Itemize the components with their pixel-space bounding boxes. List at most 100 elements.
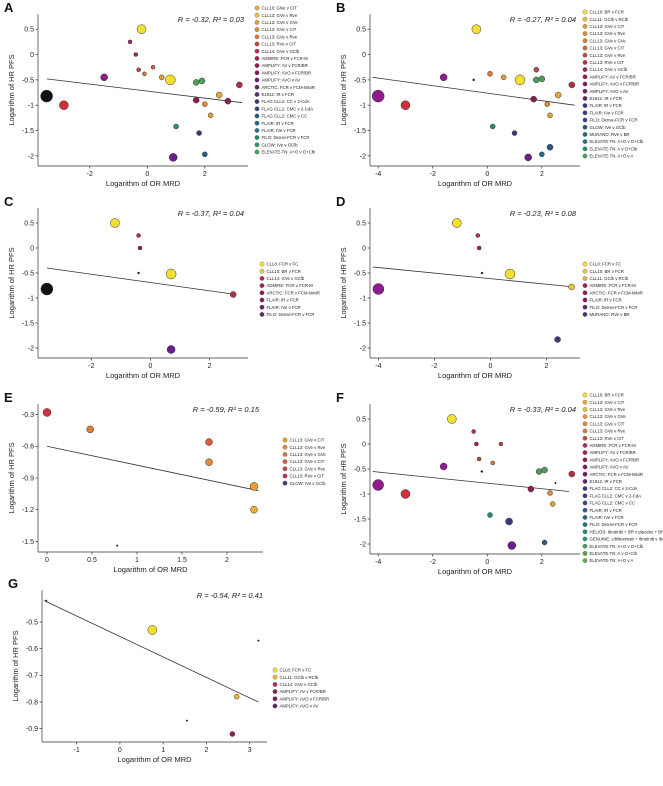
data-point — [137, 245, 143, 251]
legend-marker — [254, 12, 260, 18]
legend-label: CLL14: GVe v GClb — [280, 682, 318, 687]
data-point — [554, 336, 561, 343]
y-tick-label: -1.5 — [354, 516, 366, 523]
legend-label: ELEVATE-TN: A+O v O+Clb — [262, 150, 316, 155]
y-tick-label: -0.5 — [354, 270, 366, 277]
data-point — [150, 64, 156, 70]
y-tick-label: -0.7 — [26, 673, 38, 680]
legend-label: ARCTIC: FCR v FCM-MiniR — [590, 472, 643, 477]
data-point — [480, 271, 484, 275]
y-tick-label: -2 — [360, 345, 366, 352]
regression-line — [46, 267, 237, 295]
legend-label: ARCTIC: FCR v FCM-MiniR — [590, 290, 643, 295]
correlation-stat: R = -0.32, R² = 0.03 — [178, 15, 245, 24]
panel-letter: A — [4, 0, 14, 15]
x-tick-label: 0 — [485, 171, 489, 178]
legend-marker — [582, 110, 588, 116]
legend-marker — [282, 480, 288, 486]
data-point — [476, 456, 482, 462]
legend-marker — [272, 703, 278, 709]
data-point — [505, 517, 513, 526]
data-point — [116, 544, 119, 547]
legend-marker — [582, 132, 588, 137]
legend-label: FLAIR: IVe v FCR — [267, 305, 301, 310]
legend-marker — [582, 493, 588, 499]
legend-marker — [272, 682, 278, 687]
data-point — [524, 153, 532, 162]
data-point — [500, 74, 507, 81]
y-axis-title: Logarithm of HR PFS — [339, 247, 348, 318]
legend-label: MURANO: RVe v BR — [590, 132, 630, 137]
data-point — [480, 470, 484, 473]
data-point — [215, 91, 223, 99]
legend-marker — [582, 117, 588, 123]
y-tick-label: -1.5 — [22, 128, 34, 135]
legend-label: CLL11: GClb v RClb — [590, 276, 629, 281]
correlation-stat: R = -0.33, R² = 0.04 — [510, 405, 576, 414]
legend-marker — [582, 268, 588, 274]
data-point — [439, 73, 448, 82]
y-tick-label: -0.8 — [26, 699, 38, 706]
data-point — [40, 282, 54, 296]
legend-label: CLL8: FCR v FC — [280, 668, 312, 673]
legend-label: CLL10: GNe v CIT — [262, 6, 298, 11]
data-point — [452, 218, 462, 228]
x-tick-label: 1 — [135, 557, 139, 564]
legend-label: CLL10: BR v FCR — [267, 269, 301, 274]
legend-label: FLAG CLL2: CMC v CC — [262, 114, 308, 119]
x-tick-label: 3 — [248, 747, 252, 754]
legend-marker — [582, 9, 588, 15]
legend-label: AMPLIFY: AVO v FCR/BR — [590, 457, 640, 462]
legend-label: CLL13: RVe v CIT — [262, 42, 297, 47]
legend-label: ELEVATE-TN: A+O v A — [590, 154, 634, 159]
legend-marker — [254, 113, 260, 119]
legend-label: CLL13: GVe v GVe — [290, 452, 327, 457]
x-tick-label: 2 — [544, 363, 548, 370]
x-tick-label: 0 — [485, 559, 489, 566]
data-point — [371, 89, 385, 103]
legend-label: AMPLIFY: AV v FCR/BR — [280, 689, 326, 694]
legend-marker — [582, 479, 588, 484]
legend-label: GENUINE: Ublituximab + Ibrutinib v Ibrut… — [590, 537, 663, 542]
legend-marker — [582, 435, 588, 441]
x-tick-label: 1 — [161, 747, 165, 754]
data-point — [133, 52, 139, 57]
data-point — [136, 24, 147, 34]
data-point — [474, 441, 479, 447]
data-point — [45, 599, 48, 602]
regression-line — [43, 600, 259, 703]
legend-label: AMPLIFY: AV v FCR/BR — [590, 450, 636, 455]
x-tick-label: -4 — [375, 171, 381, 178]
legend: CLL10: BR v FCR CLL11: GClb v RClb CLL13: … — [582, 9, 644, 159]
legend-marker — [582, 103, 588, 108]
legend-marker — [582, 500, 588, 506]
y-tick-label: -1.5 — [22, 320, 34, 327]
panel-letter: F — [336, 390, 344, 405]
data-point — [192, 96, 200, 104]
legend-marker — [582, 139, 588, 144]
legend-label: FLAIR: IR v FCR — [262, 121, 294, 126]
regression-line — [46, 78, 243, 104]
legend-label: AMPLIFY: AVO v FCR/BR — [280, 696, 330, 701]
legend-label: HELIOS: Ibrutinib + BR v placebo + BR — [590, 529, 663, 534]
legend-label: CLL13: GVe v CIT — [262, 27, 297, 32]
legend-marker — [582, 290, 588, 296]
y-tick-label: -1.5 — [22, 539, 34, 546]
data-point — [546, 144, 554, 151]
data-point — [476, 245, 482, 251]
legend-marker — [582, 471, 588, 477]
correlation-stat: R = -0.37, R² = 0.04 — [178, 209, 244, 218]
legend-marker — [582, 24, 588, 29]
x-tick-label: -2 — [430, 559, 436, 566]
legend-marker — [259, 268, 265, 274]
x-tick-label: -4 — [375, 559, 381, 566]
legend-marker — [582, 283, 588, 288]
x-axis-title: Logarithm of OR MRD — [438, 179, 513, 188]
x-axis-title: Logarithm of OR MRD — [438, 567, 513, 576]
panel-letter: G — [8, 576, 18, 591]
legend-label: CLL13: GVe v Rve — [590, 429, 626, 434]
y-axis-title: Logarithm of HR PFS — [339, 54, 348, 125]
data-point — [549, 501, 556, 507]
data-point — [475, 233, 481, 238]
data-point — [504, 268, 516, 280]
